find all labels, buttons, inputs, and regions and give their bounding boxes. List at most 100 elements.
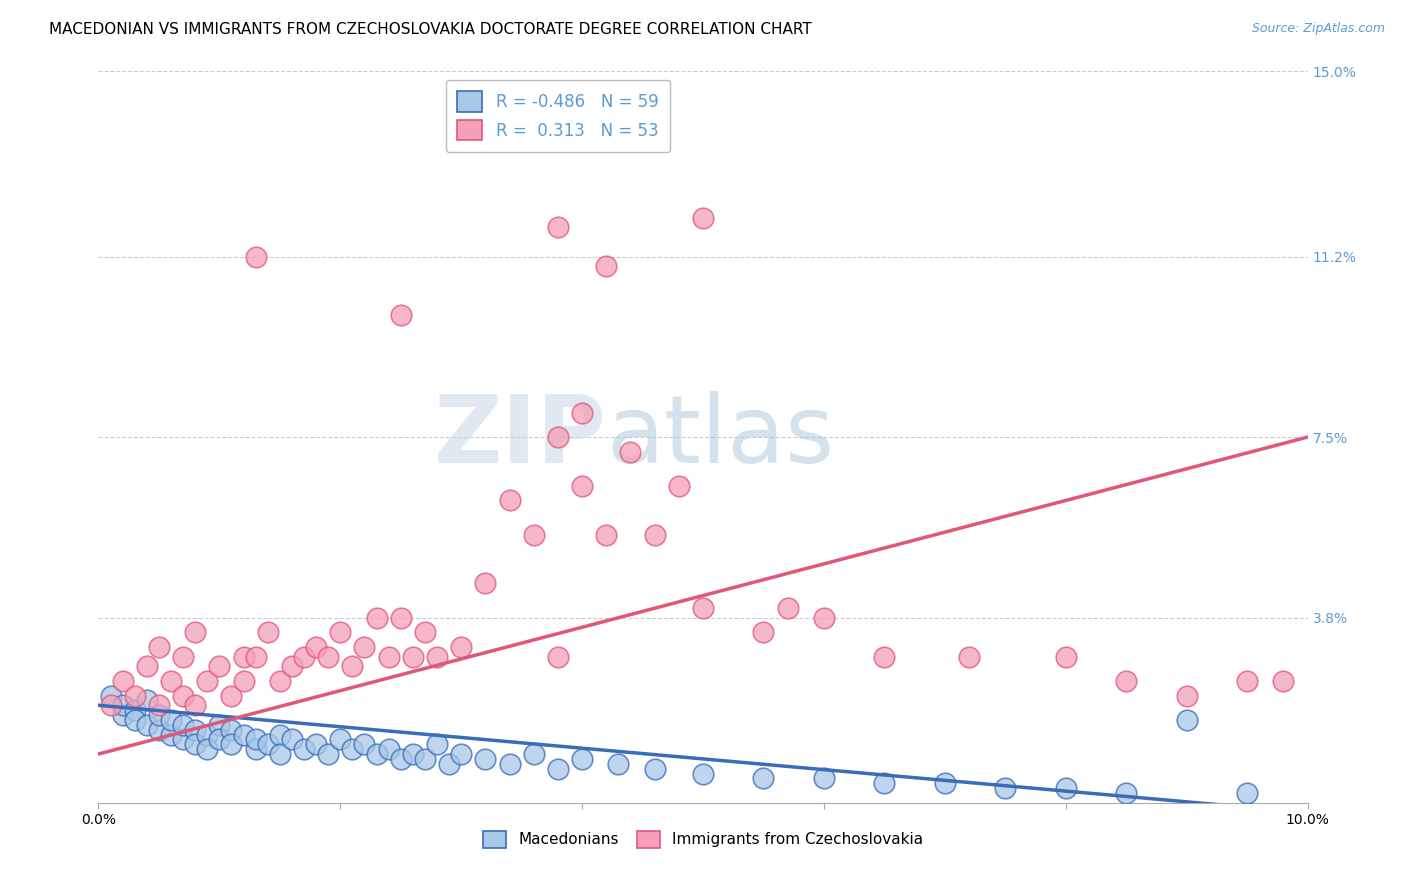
Point — [195, 742, 218, 756]
Point — [305, 640, 328, 654]
Point — [342, 659, 364, 673]
Point — [1236, 786, 1258, 800]
Point — [232, 649, 254, 664]
Point — [813, 772, 835, 786]
Point — [692, 211, 714, 225]
Point — [873, 776, 896, 790]
Point — [305, 737, 328, 751]
Point — [172, 649, 194, 664]
Point — [644, 527, 666, 541]
Point — [160, 727, 183, 741]
Point — [1115, 786, 1137, 800]
Point — [195, 727, 218, 741]
Point — [292, 742, 315, 756]
Point — [135, 718, 157, 732]
Point — [377, 742, 399, 756]
Point — [547, 649, 569, 664]
Point — [873, 649, 896, 664]
Point — [245, 732, 267, 747]
Point — [208, 659, 231, 673]
Point — [221, 737, 243, 751]
Point — [100, 698, 122, 713]
Point — [353, 640, 375, 654]
Point — [292, 649, 315, 664]
Point — [523, 747, 546, 761]
Point — [245, 250, 267, 264]
Point — [269, 727, 291, 741]
Point — [752, 625, 775, 640]
Point — [402, 747, 425, 761]
Point — [450, 640, 472, 654]
Point — [607, 756, 630, 771]
Point — [124, 703, 146, 717]
Point — [450, 747, 472, 761]
Point — [124, 689, 146, 703]
Point — [111, 708, 134, 723]
Point — [523, 527, 546, 541]
Point — [1175, 713, 1198, 727]
Point — [474, 752, 496, 766]
Point — [256, 625, 278, 640]
Point — [619, 444, 641, 458]
Point — [692, 766, 714, 780]
Point — [353, 737, 375, 751]
Point — [426, 737, 449, 751]
Point — [135, 659, 157, 673]
Point — [184, 625, 207, 640]
Point — [124, 713, 146, 727]
Point — [994, 781, 1017, 796]
Point — [692, 600, 714, 615]
Point — [221, 689, 243, 703]
Point — [1115, 673, 1137, 688]
Point — [232, 673, 254, 688]
Point — [221, 723, 243, 737]
Point — [245, 649, 267, 664]
Point — [776, 600, 799, 615]
Point — [547, 762, 569, 776]
Point — [148, 708, 170, 723]
Point — [668, 479, 690, 493]
Point — [426, 649, 449, 664]
Point — [366, 610, 388, 624]
Point — [269, 673, 291, 688]
Point — [316, 649, 339, 664]
Point — [498, 756, 520, 771]
Point — [208, 718, 231, 732]
Point — [160, 713, 183, 727]
Point — [402, 649, 425, 664]
Point — [389, 610, 412, 624]
Point — [184, 737, 207, 751]
Point — [281, 732, 304, 747]
Point — [281, 659, 304, 673]
Point — [208, 732, 231, 747]
Point — [934, 776, 956, 790]
Point — [1272, 673, 1295, 688]
Point — [389, 752, 412, 766]
Point — [184, 723, 207, 737]
Point — [547, 430, 569, 444]
Point — [342, 742, 364, 756]
Point — [195, 673, 218, 688]
Point — [571, 752, 593, 766]
Point — [474, 576, 496, 591]
Point — [148, 698, 170, 713]
Point — [1054, 781, 1077, 796]
Point — [100, 689, 122, 703]
Point — [595, 527, 617, 541]
Point — [571, 406, 593, 420]
Point — [148, 723, 170, 737]
Point — [1236, 673, 1258, 688]
Text: MACEDONIAN VS IMMIGRANTS FROM CZECHOSLOVAKIA DOCTORATE DEGREE CORRELATION CHART: MACEDONIAN VS IMMIGRANTS FROM CZECHOSLOV… — [49, 22, 811, 37]
Point — [437, 756, 460, 771]
Point — [232, 727, 254, 741]
Point — [389, 308, 412, 322]
Point — [1175, 689, 1198, 703]
Point — [148, 640, 170, 654]
Point — [1054, 649, 1077, 664]
Point — [135, 693, 157, 707]
Point — [813, 610, 835, 624]
Point — [172, 718, 194, 732]
Point — [256, 737, 278, 751]
Point — [413, 752, 436, 766]
Point — [329, 625, 352, 640]
